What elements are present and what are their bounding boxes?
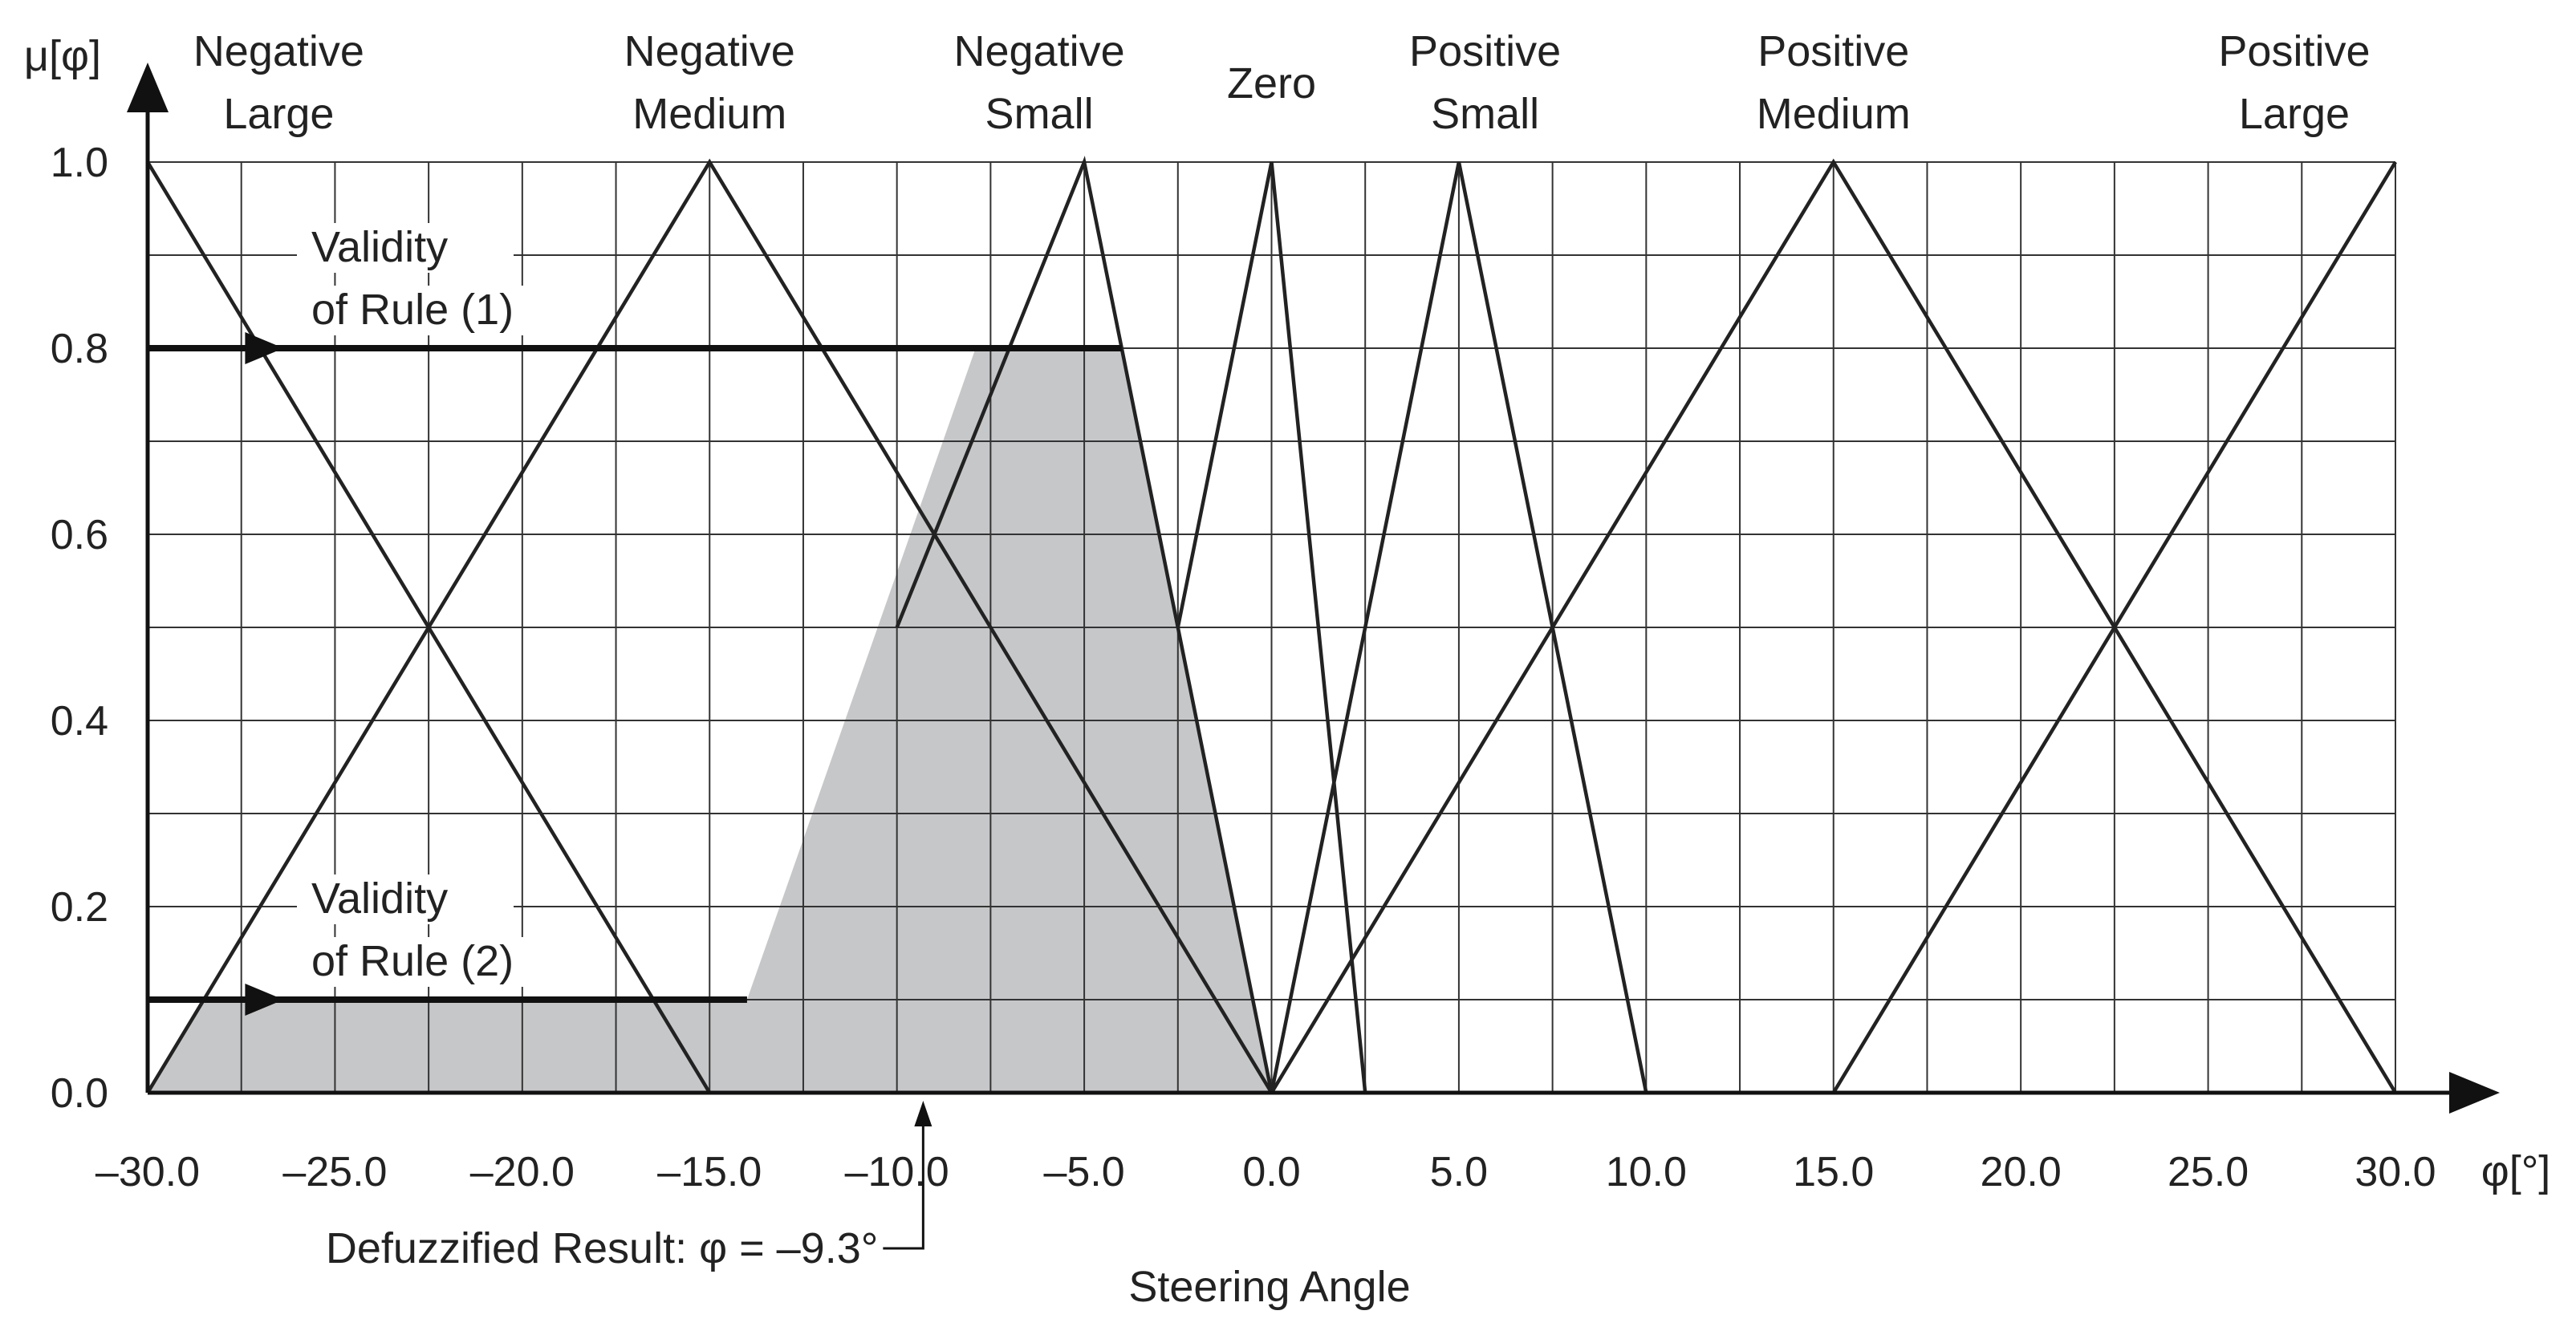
x-tick-label: –10.0: [845, 1149, 949, 1195]
series-label-positive-small: Positive: [1409, 27, 1561, 75]
membership-functions: [146, 156, 2397, 1094]
y-tick-label: 0.4: [51, 698, 108, 745]
series-line-positive-medium: [1270, 158, 2397, 1094]
x-axis-unit-label: φ[°]: [2481, 1147, 2551, 1195]
annotation-arrow: [914, 1101, 932, 1126]
rule-validity-lines: [148, 223, 1122, 1016]
x-tick-label: 5.0: [1430, 1149, 1488, 1195]
x-tick-label: 30.0: [2355, 1149, 2436, 1195]
y-axis-label: μ[φ]: [24, 32, 101, 80]
rule-label-bg: [297, 937, 562, 987]
x-tick-label: 25.0: [2168, 1149, 2249, 1195]
series-label-negative-medium: Negative: [624, 27, 795, 75]
y-tick-label: 0.8: [51, 326, 108, 372]
rule-arrow-1: [245, 332, 284, 364]
rule-label-bg: [297, 874, 514, 924]
series-label-positive-small: Small: [1431, 90, 1539, 138]
series-line-positive-large: [1831, 160, 2397, 1094]
x-axis-arrow: [2449, 1072, 2500, 1114]
x-tick-label: –30.0: [95, 1149, 200, 1195]
series-label-positive-large: Positive: [2218, 27, 2370, 75]
rule-label-2: of Rule (2): [311, 937, 514, 985]
rule-label-bg: [297, 286, 562, 335]
series-label-negative-medium: Medium: [632, 90, 786, 138]
x-tick-label: –20.0: [470, 1149, 575, 1195]
x-axis-label: Steering Angle: [1128, 1263, 1410, 1311]
rule-label-1: Validity: [311, 223, 448, 271]
y-tick-label: 1.0: [51, 140, 108, 186]
series-line-positive-small: [1270, 161, 1648, 1094]
series-label-positive-medium: Medium: [1757, 90, 1911, 138]
series-label-negative-large: Negative: [193, 27, 364, 75]
rule-arrow-2: [245, 984, 284, 1016]
series-label-negative-small: Negative: [953, 27, 1124, 75]
annotation-leader-line: [883, 1125, 924, 1250]
x-tick-label: 15.0: [1793, 1149, 1874, 1195]
rule-label-2: Validity: [311, 874, 448, 923]
x-tick-label: 20.0: [1981, 1149, 2062, 1195]
y-tick-label: 0.2: [51, 884, 108, 931]
chart-text: Negative Large Negative Medium Negative Small…: [24, 27, 2550, 1311]
y-axis-arrow: [127, 63, 169, 112]
series-label-negative-large: Large: [223, 90, 334, 138]
axes: [127, 63, 2500, 1250]
x-tick-label: –15.0: [657, 1149, 762, 1195]
rule-label-bg: [297, 223, 514, 273]
series-label-negative-small: Small: [985, 90, 1094, 138]
series-label-positive-large: Large: [2239, 90, 2350, 138]
defuzzified-result-label: Defuzzified Result: φ = –9.3°: [326, 1224, 878, 1272]
series-line-negative-medium: [146, 158, 1274, 1094]
x-tick-label: –5.0: [1043, 1149, 1124, 1195]
x-tick-label: 10.0: [1606, 1149, 1687, 1195]
series-line-negative-small: [895, 156, 1274, 1094]
series-label-zero: Zero: [1227, 59, 1316, 108]
y-tick-label: 0.6: [51, 512, 108, 558]
x-tick-label: 0.0: [1242, 1149, 1300, 1195]
x-tick-label: –25.0: [282, 1149, 387, 1195]
rule-label-1: of Rule (1): [311, 286, 514, 334]
series-label-positive-medium: Positive: [1757, 27, 1909, 75]
y-tick-label: 0.0: [51, 1070, 108, 1117]
